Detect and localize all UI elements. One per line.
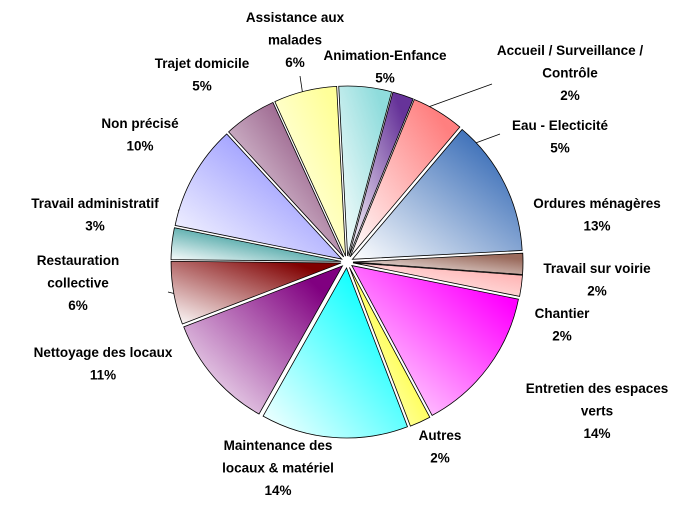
- pie-slice: [348, 91, 414, 257]
- value-label: 5%: [550, 141, 570, 156]
- value-label: 14%: [264, 483, 291, 498]
- slice-label: Maintenance des locaux & matériel: [222, 438, 334, 476]
- value-label: 14%: [583, 426, 610, 441]
- pie-slice: [170, 260, 342, 325]
- slice-label: Animation-Enfance: [323, 48, 447, 63]
- slice-label: Assistance aux malades: [246, 10, 345, 48]
- value-label: 5%: [192, 79, 212, 94]
- pie-slice: [338, 85, 393, 257]
- value-label: 6%: [68, 298, 88, 313]
- slice-label: Travail sur voirie: [543, 261, 651, 276]
- value-label: 5%: [375, 71, 395, 86]
- value-label: 3%: [85, 219, 105, 234]
- slice-label: Restauration collective: [37, 253, 120, 291]
- pie-slice: [228, 101, 345, 258]
- slice-label: Chantier: [535, 306, 591, 321]
- value-label: 2%: [587, 284, 607, 299]
- pie-slice: [349, 267, 431, 427]
- slice-label: Autres: [419, 428, 462, 443]
- value-label: 2%: [430, 451, 450, 466]
- leader-line: [419, 83, 493, 111]
- slice-label: Ordures ménagères: [533, 196, 661, 211]
- pie-slice: [352, 252, 524, 275]
- slice-label: Nettoyage des locaux: [34, 345, 173, 360]
- pie-slice: [183, 265, 344, 415]
- value-label: 10%: [126, 139, 153, 154]
- value-label: 13%: [583, 219, 610, 234]
- slice-label: Trajet domicile: [155, 56, 250, 71]
- slice-label: Travail administratif: [31, 196, 159, 211]
- pie-slice: [274, 85, 346, 257]
- slice-label: Non précisé: [101, 116, 179, 131]
- pie-slice: [174, 133, 343, 260]
- value-label: 11%: [90, 368, 116, 383]
- pie-slice: [352, 262, 523, 297]
- pie-slice: [262, 267, 408, 439]
- slice-label: Accueil / Surveillance / Contrôle: [497, 43, 644, 81]
- slice-label: Eau - Electicité: [512, 118, 609, 133]
- value-label: 2%: [560, 88, 580, 103]
- pie-slice: [351, 265, 519, 416]
- pie-slice: [349, 98, 461, 258]
- value-label: 2%: [552, 329, 572, 344]
- pie-slice: [351, 128, 523, 260]
- value-label: 6%: [285, 55, 305, 70]
- slice-label: Entretien des espaces verts: [526, 381, 669, 419]
- pie-slice: [170, 227, 342, 262]
